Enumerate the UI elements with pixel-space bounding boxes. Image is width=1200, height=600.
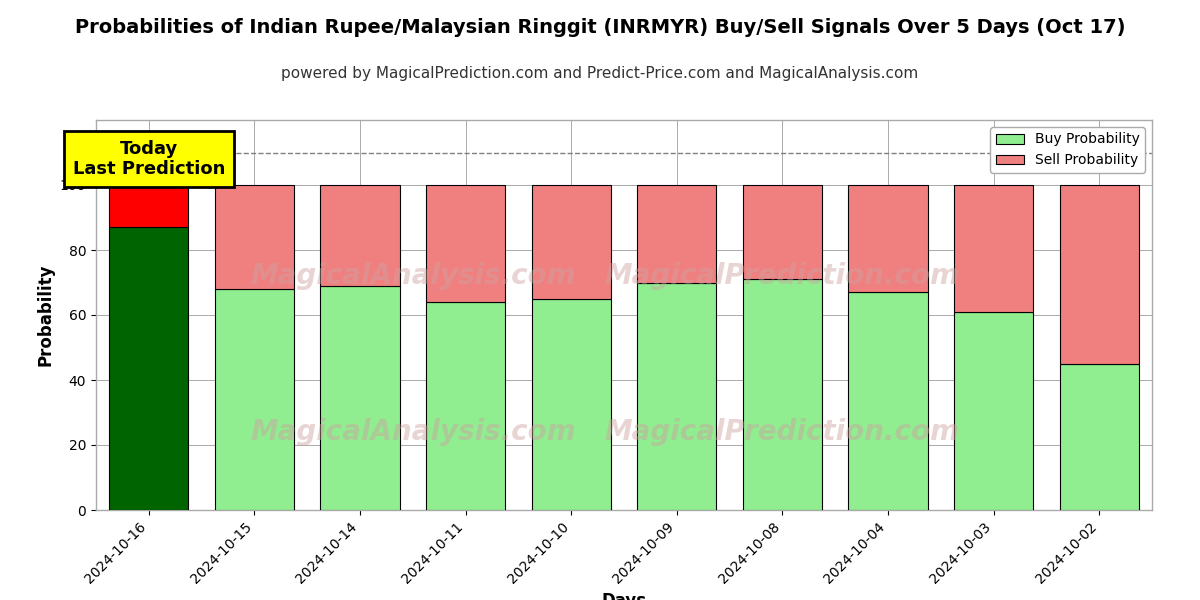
Bar (743, 185, 822, 279)
Text: MagicalPrediction.com: MagicalPrediction.com (605, 418, 960, 446)
Bar (848, 292, 928, 510)
Bar (848, 185, 928, 292)
Bar (1060, 185, 1139, 364)
Bar (109, 227, 188, 510)
Bar (532, 185, 611, 299)
Bar (532, 299, 611, 510)
Text: MagicalPrediction.com: MagicalPrediction.com (605, 262, 960, 290)
Bar (215, 289, 294, 510)
Text: Today
Last Prediction: Today Last Prediction (73, 140, 224, 178)
Text: Probabilities of Indian Rupee/Malaysian Ringgit (INRMYR) Buy/Sell Signals Over 5: Probabilities of Indian Rupee/Malaysian … (74, 18, 1126, 37)
Bar (320, 286, 400, 510)
Bar (426, 302, 505, 510)
Bar (743, 279, 822, 510)
X-axis label: Days: Days (601, 592, 647, 600)
Bar (320, 185, 400, 286)
Bar (954, 312, 1033, 510)
Bar (1060, 364, 1139, 510)
Bar (426, 185, 505, 302)
Bar (954, 185, 1033, 312)
Bar (637, 283, 716, 510)
Legend: Buy Probability, Sell Probability: Buy Probability, Sell Probability (990, 127, 1145, 173)
Text: powered by MagicalPrediction.com and Predict-Price.com and MagicalAnalysis.com: powered by MagicalPrediction.com and Pre… (281, 66, 919, 81)
Bar (109, 185, 188, 227)
Bar (215, 185, 294, 289)
Y-axis label: Probability: Probability (36, 264, 54, 366)
Text: MagicalAnalysis.com: MagicalAnalysis.com (250, 262, 576, 290)
Text: MagicalAnalysis.com: MagicalAnalysis.com (250, 418, 576, 446)
Bar (637, 185, 716, 283)
